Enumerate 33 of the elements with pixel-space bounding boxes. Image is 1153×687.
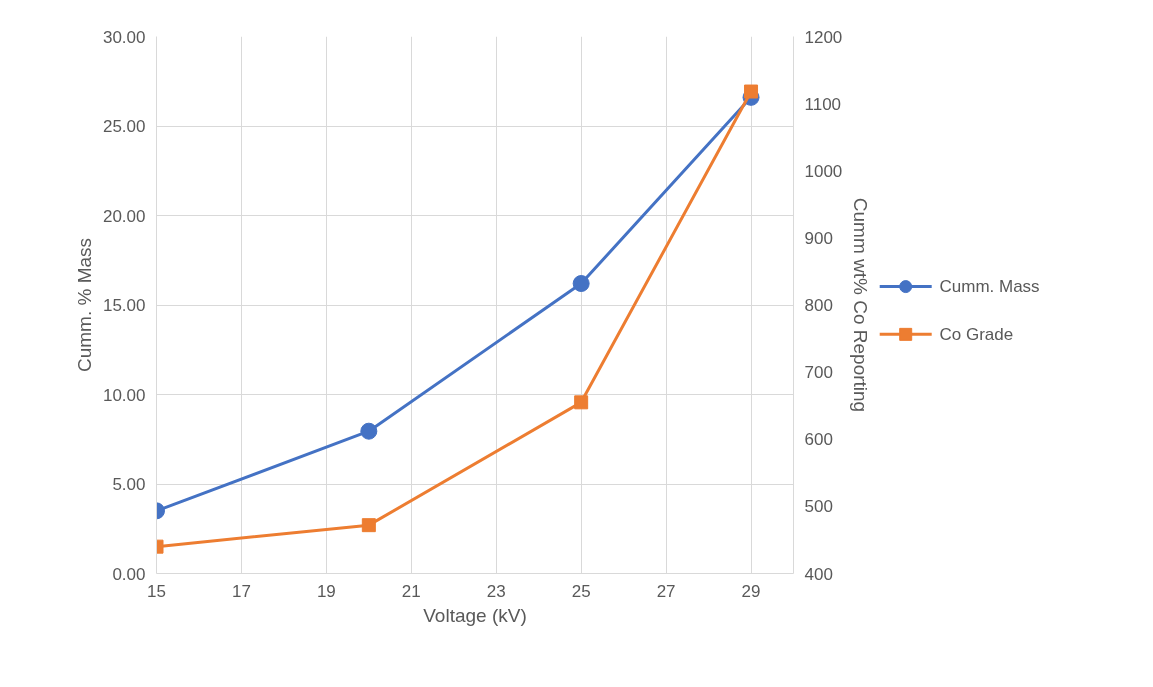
y2-tick-label: 400	[804, 564, 833, 584]
y2-axis-title: Cumm wt% Co Reporting	[850, 197, 872, 413]
y2-tick-label: 600	[804, 430, 833, 450]
point	[574, 395, 589, 410]
y2-tick-label: 1100	[804, 94, 842, 114]
x-tick-label: 15	[147, 581, 166, 601]
y2-tick-label: 800	[804, 296, 833, 315]
point	[360, 422, 378, 440]
y-axis-title: Cumm. % Mass	[73, 237, 95, 373]
x-tick-label: 23	[486, 581, 506, 601]
x-axis-title: Voltage (kV)	[423, 604, 527, 626]
y2-tick-label: 1000	[804, 161, 843, 181]
x-tick-label: 17	[231, 581, 251, 601]
y2-tick-label: 1200	[804, 27, 843, 47]
y-tick-label: 0.00	[112, 564, 146, 584]
legend-label: Cumm. Mass	[939, 277, 1040, 297]
y-tick-label: 20.00	[102, 206, 146, 226]
y-tick-label: 10.00	[102, 385, 146, 405]
x-tick-label: 21	[401, 581, 421, 601]
legend-label: Co Grade	[939, 324, 1014, 344]
y2-tick-label: 900	[804, 228, 833, 248]
x-tick-label: 19	[316, 581, 336, 601]
y-tick-label: 25.00	[102, 117, 146, 136]
y-tick-label: 5.00	[112, 475, 146, 494]
x-tick-label: 29	[741, 581, 761, 601]
point	[744, 84, 759, 99]
y-tick-label: 30.00	[102, 27, 146, 47]
y2-tick-label: 700	[804, 363, 833, 383]
y-tick-label: 15.00	[102, 296, 146, 315]
x-tick-label: 27	[656, 581, 676, 601]
y2-tick-label: 500	[804, 497, 833, 517]
x-tick-label: 25	[571, 581, 591, 601]
point	[572, 275, 590, 292]
